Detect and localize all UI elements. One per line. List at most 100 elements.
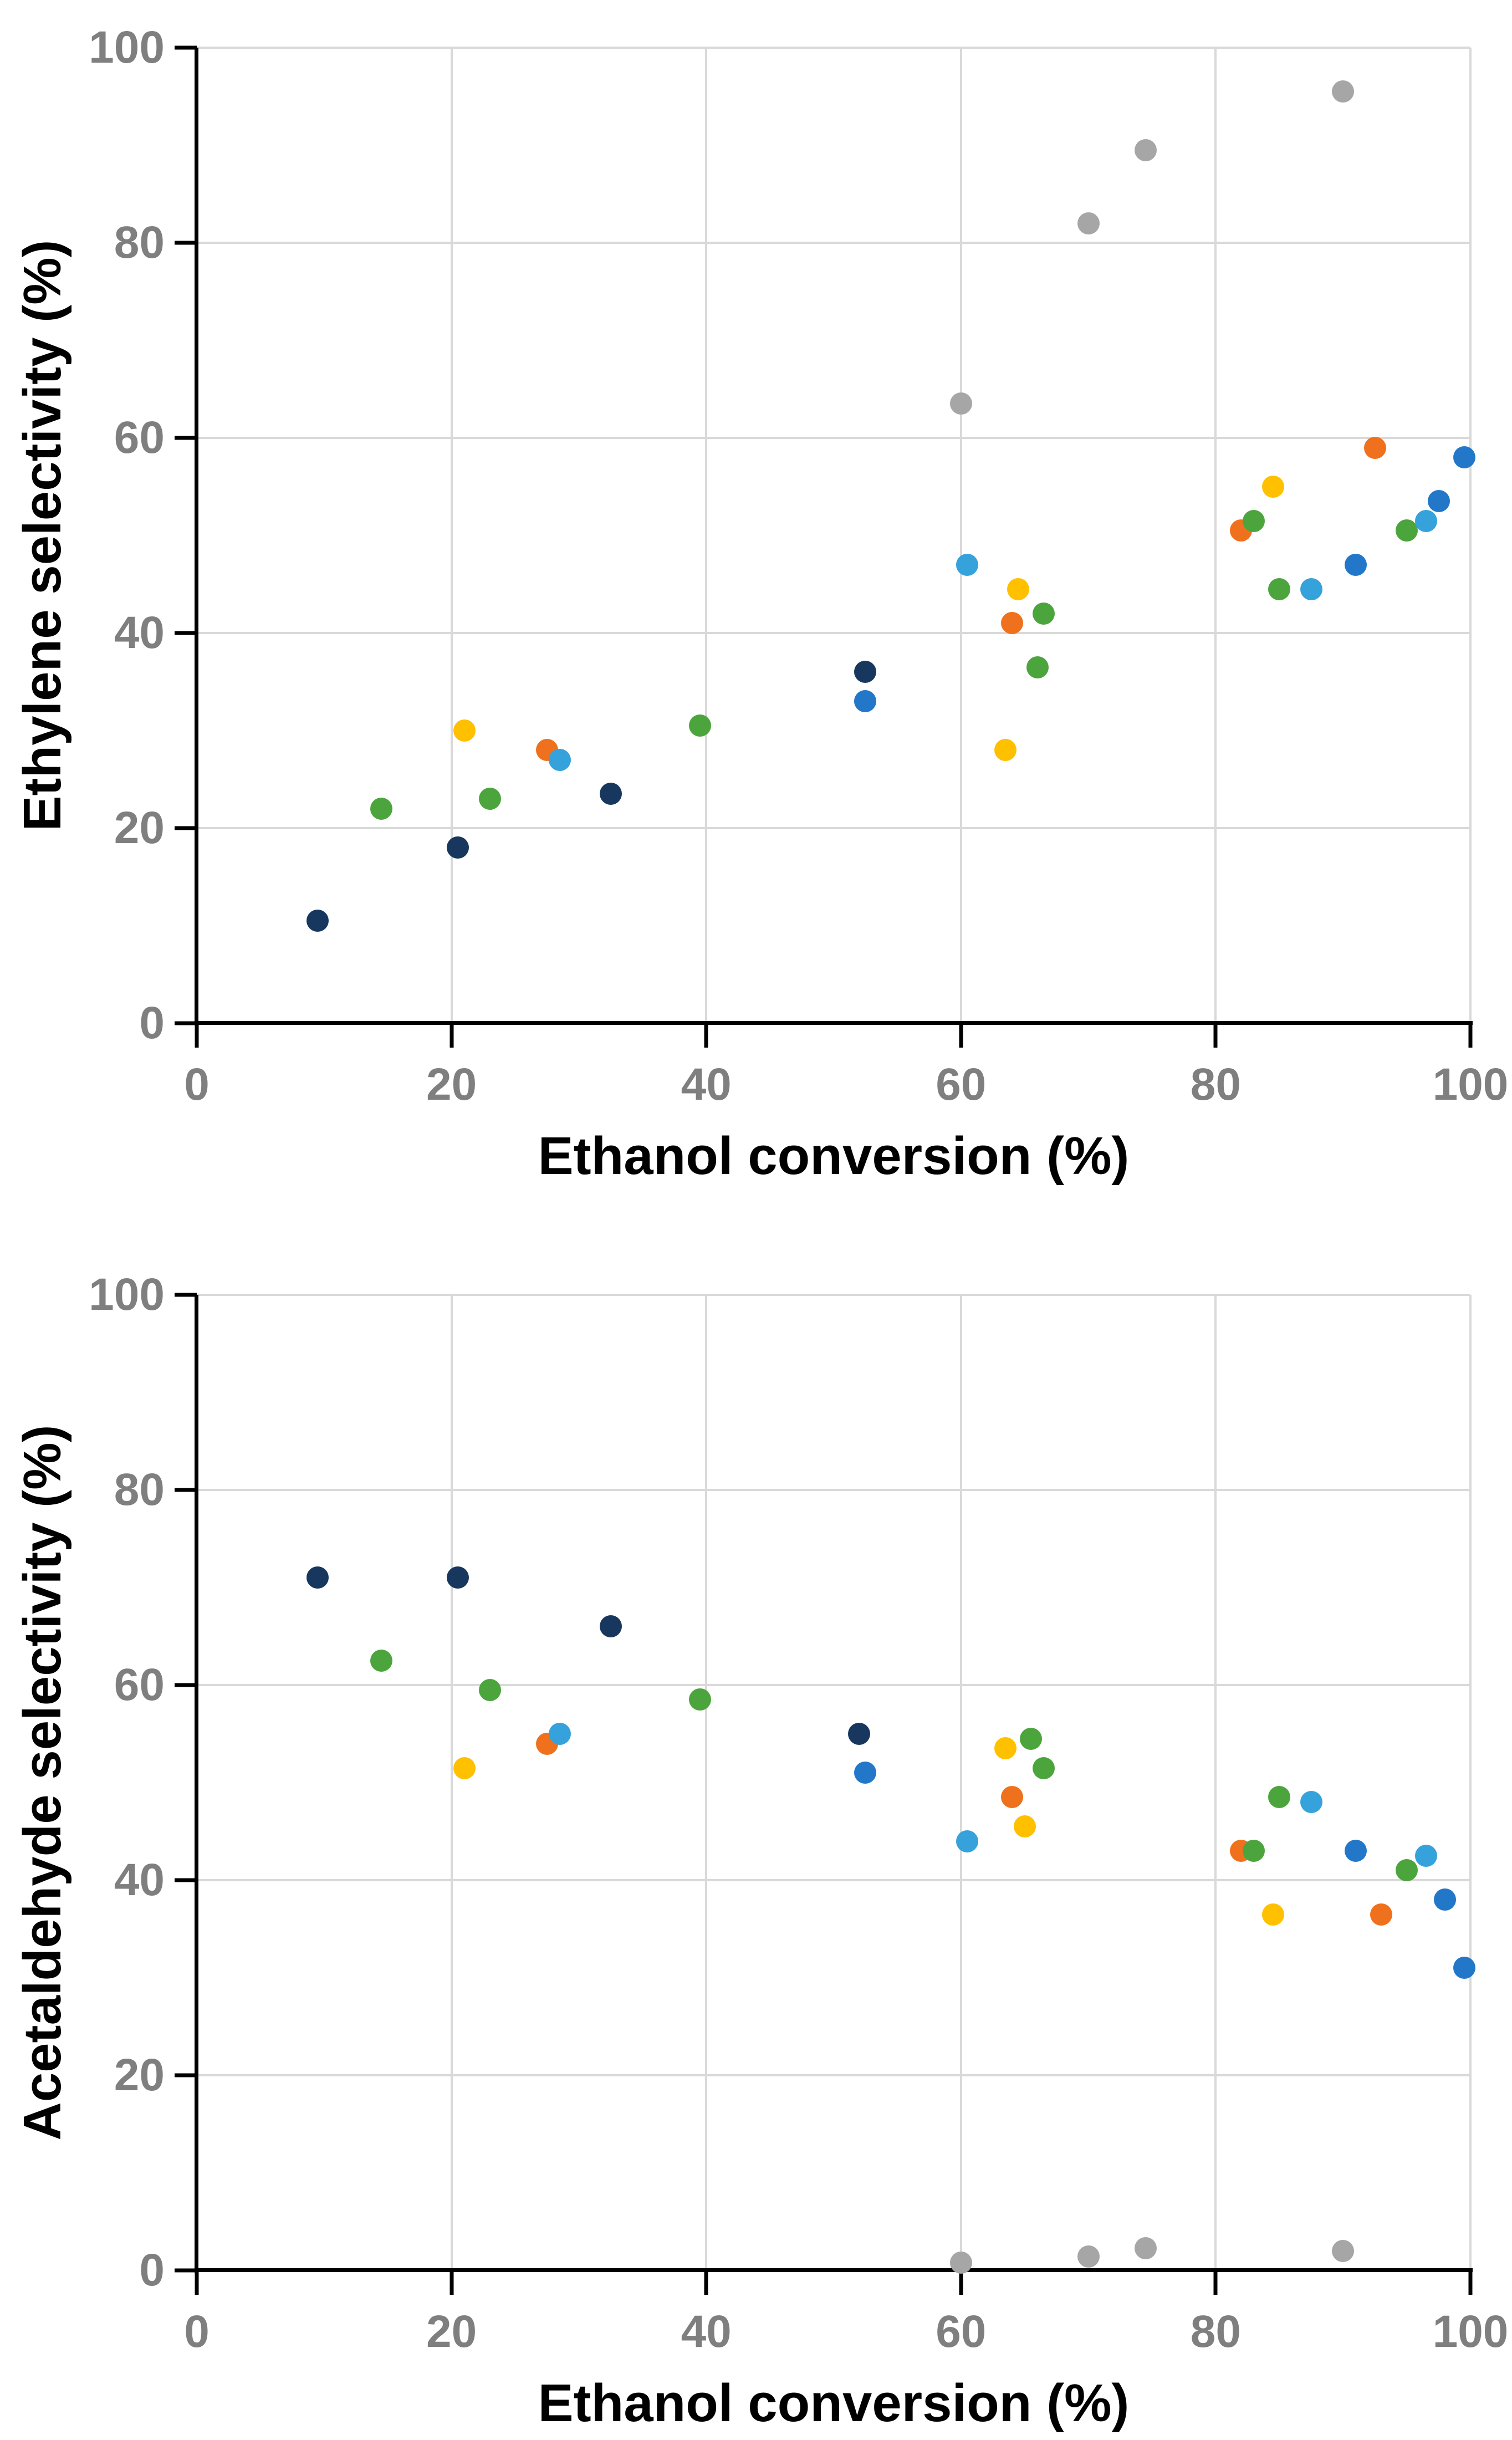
y-tick-mark-20 bbox=[175, 2073, 197, 2077]
data-point-gray-1 bbox=[1077, 2245, 1100, 2268]
data-point-yellow-3 bbox=[1261, 1903, 1284, 1926]
gridline-y-20 bbox=[197, 827, 1470, 829]
y-tick-label-80: 80 bbox=[114, 1464, 165, 1515]
x-tick-mark-80 bbox=[1213, 2270, 1218, 2295]
data-point-gray-2 bbox=[1135, 139, 1157, 161]
x-tick-label-100: 100 bbox=[1432, 2306, 1509, 2357]
gridline-y-100 bbox=[197, 1294, 1470, 1296]
data-point-gray-0 bbox=[949, 2251, 972, 2274]
gridline-x-40 bbox=[705, 48, 708, 1023]
y-tick-mark-20 bbox=[175, 826, 197, 830]
x-tick-mark-0 bbox=[195, 2270, 199, 2295]
gridline-x-20 bbox=[450, 48, 453, 1023]
x-tick-mark-40 bbox=[704, 1023, 708, 1048]
x-tick-label-100: 100 bbox=[1432, 1059, 1509, 1110]
data-point-blue-0 bbox=[854, 1762, 877, 1784]
gridline-x-40 bbox=[705, 1295, 708, 2270]
y-tick-label-100: 100 bbox=[89, 1269, 165, 1320]
data-point-blue-3 bbox=[1453, 446, 1475, 469]
x-tick-label-80: 80 bbox=[1190, 2306, 1241, 2357]
x-tick-mark-100 bbox=[1468, 1023, 1473, 1048]
data-point-dark-blue-3 bbox=[847, 1723, 870, 1745]
data-point-dark-blue-1 bbox=[447, 836, 469, 859]
data-point-light-blue-1 bbox=[956, 1830, 979, 1852]
gridline-x-20 bbox=[450, 1295, 453, 2270]
data-point-gray-2 bbox=[1135, 2237, 1157, 2259]
y-tick-label-40: 40 bbox=[114, 608, 165, 658]
y-tick-mark-60 bbox=[175, 1683, 197, 1687]
data-point-dark-blue-0 bbox=[307, 1566, 329, 1589]
y-tick-mark-80 bbox=[175, 1488, 197, 1492]
gridline-y-40 bbox=[197, 1879, 1470, 1881]
plot-area-ethylene: Ethanol conversion (%) Ethylene selectiv… bbox=[13, 25, 1508, 1186]
x-tick-mark-60 bbox=[959, 1023, 963, 1048]
gridline-y-40 bbox=[197, 632, 1470, 634]
y-tick-mark-80 bbox=[175, 241, 197, 245]
data-point-blue-2 bbox=[1427, 490, 1450, 513]
y-axis-title: Acetaldehyde selectivity (%) bbox=[13, 1425, 72, 2141]
gridline-x-80 bbox=[1214, 1295, 1217, 2270]
data-point-green-6 bbox=[1243, 1840, 1265, 1862]
gridline-x-80 bbox=[1214, 48, 1217, 1023]
x-tick-mark-100 bbox=[1468, 2270, 1473, 2295]
y-tick-label-60: 60 bbox=[114, 412, 165, 463]
x-tick-mark-0 bbox=[195, 1023, 199, 1048]
data-point-light-blue-0 bbox=[548, 748, 571, 771]
data-point-green-3 bbox=[1020, 1727, 1043, 1750]
y-tick-mark-60 bbox=[175, 436, 197, 440]
gridline-x-60 bbox=[959, 48, 962, 1023]
data-point-light-blue-3 bbox=[1414, 509, 1437, 532]
data-point-orange-1 bbox=[1000, 612, 1023, 635]
data-point-orange-1 bbox=[1000, 1786, 1023, 1809]
y-tick-label-20: 20 bbox=[114, 803, 165, 853]
x-tick-mark-20 bbox=[449, 2270, 454, 2295]
data-point-blue-3 bbox=[1453, 1957, 1475, 1979]
data-point-blue-1 bbox=[1345, 1840, 1367, 1862]
x-tick-mark-60 bbox=[959, 2270, 963, 2295]
x-tick-mark-20 bbox=[449, 1023, 454, 1048]
data-point-green-6 bbox=[1268, 578, 1291, 600]
data-point-green-5 bbox=[1243, 509, 1265, 532]
data-point-yellow-3 bbox=[1261, 476, 1284, 498]
data-point-yellow-2 bbox=[1013, 1815, 1036, 1838]
gridline-x-100 bbox=[1469, 1295, 1472, 2270]
x-axis-title: Ethanol conversion (%) bbox=[538, 2373, 1130, 2433]
gridline-y-20 bbox=[197, 2074, 1470, 2076]
x-tick-label-0: 0 bbox=[184, 1059, 210, 1110]
data-point-blue-2 bbox=[1434, 1888, 1457, 1911]
x-tick-label-20: 20 bbox=[426, 1059, 477, 1110]
x-tick-label-80: 80 bbox=[1190, 1059, 1241, 1110]
gridline-y-80 bbox=[197, 242, 1470, 244]
y-tick-label-40: 40 bbox=[114, 1855, 165, 1905]
data-point-green-3 bbox=[1033, 602, 1055, 625]
gridline-y-60 bbox=[197, 437, 1470, 439]
y-tick-label-20: 20 bbox=[114, 2050, 165, 2100]
gridline-x-100 bbox=[1469, 48, 1472, 1023]
data-point-dark-blue-3 bbox=[854, 661, 877, 683]
y-tick-label-0: 0 bbox=[139, 2245, 165, 2295]
data-point-orange-3 bbox=[1370, 1903, 1393, 1926]
data-point-gray-0 bbox=[949, 392, 972, 415]
data-point-green-5 bbox=[1268, 1786, 1291, 1809]
data-point-yellow-1 bbox=[994, 739, 1017, 762]
x-tick-mark-40 bbox=[704, 2270, 708, 2295]
data-point-light-blue-0 bbox=[548, 1723, 571, 1745]
data-point-gray-1 bbox=[1077, 212, 1100, 234]
x-tick-label-40: 40 bbox=[681, 2306, 732, 2357]
gridline-y-100 bbox=[197, 47, 1470, 49]
data-point-green-4 bbox=[1033, 1757, 1055, 1779]
y-tick-mark-100 bbox=[175, 45, 197, 50]
data-point-light-blue-2 bbox=[1300, 578, 1322, 600]
x-tick-label-0: 0 bbox=[184, 2306, 210, 2357]
data-point-blue-0 bbox=[854, 690, 877, 713]
x-tick-mark-80 bbox=[1213, 1023, 1218, 1048]
x-tick-label-40: 40 bbox=[681, 1059, 732, 1110]
data-point-green-2 bbox=[688, 714, 711, 737]
data-point-yellow-0 bbox=[453, 719, 476, 742]
y-tick-mark-40 bbox=[175, 631, 197, 635]
data-point-light-blue-1 bbox=[956, 553, 979, 576]
data-point-yellow-1 bbox=[994, 1737, 1017, 1760]
y-tick-label-80: 80 bbox=[114, 217, 165, 268]
data-point-blue-1 bbox=[1345, 553, 1367, 576]
